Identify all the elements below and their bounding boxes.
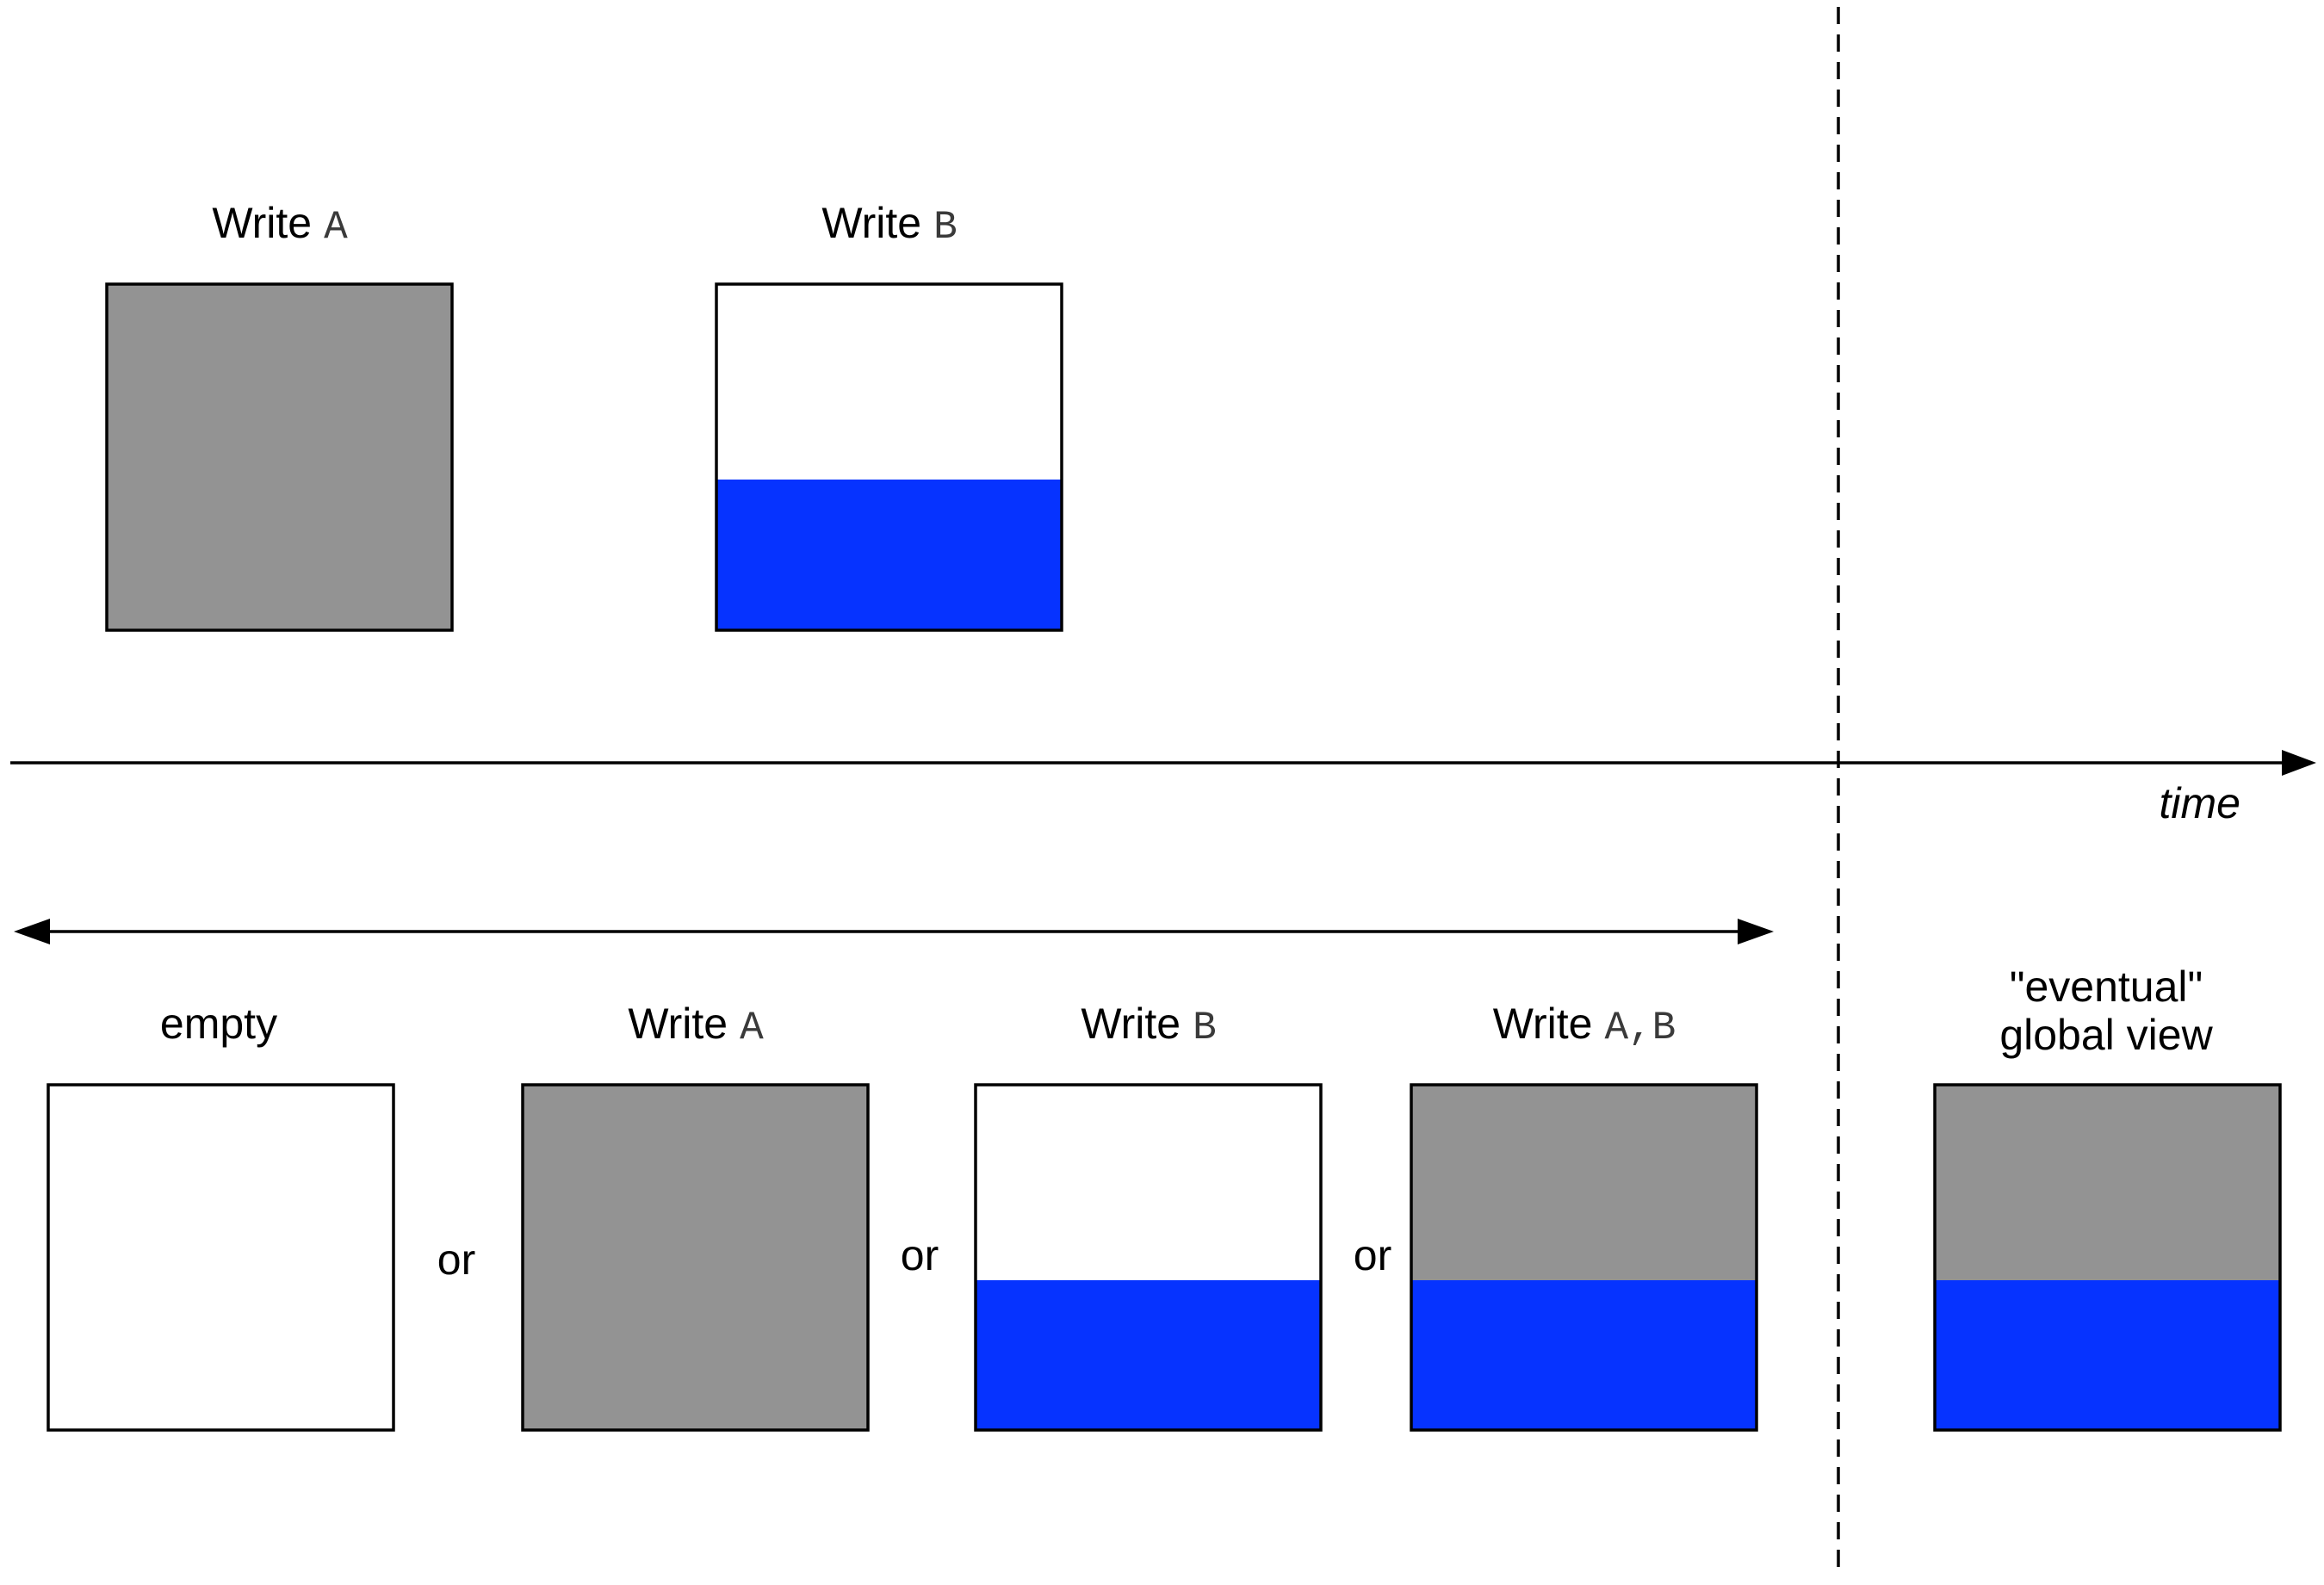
range-arrow-left-head	[14, 919, 50, 944]
bottom-empty-label: empty	[160, 1000, 277, 1048]
eventual-b-part	[1935, 1280, 2280, 1430]
top-write-a-word: Write	[212, 199, 312, 247]
top-write-b-group: Write B	[715, 199, 1063, 632]
top-write-b-label: Write B	[821, 199, 957, 250]
top-write-a-label: Write A	[212, 199, 348, 250]
eventual-box	[1933, 1083, 2282, 1432]
top-write-a-group: Write A	[105, 199, 454, 632]
top-write-b-empty-half	[716, 284, 1062, 480]
bottom-write-b-code: B	[1193, 1006, 1217, 1050]
top-write-b-box	[715, 282, 1063, 632]
range-arrow-right-head	[1738, 919, 1774, 944]
bottom-write-b-fill	[976, 1280, 1321, 1430]
bottom-write-a-group: Write A	[521, 1000, 870, 1432]
time-axis-arrowhead	[2282, 750, 2316, 776]
eventual-label-line1: "eventual"	[2010, 963, 2203, 1011]
bottom-write-ab-box	[1410, 1083, 1758, 1432]
bottom-write-a-box	[521, 1083, 870, 1432]
bottom-write-ab-code: A,B	[1604, 1006, 1676, 1050]
or-separator-3: or	[1354, 1231, 1391, 1279]
bottom-write-b-box	[974, 1083, 1323, 1432]
bottom-write-b-word: Write	[1081, 1000, 1181, 1048]
bottom-write-b-label: Write B	[1081, 1000, 1216, 1050]
eventual-a-part	[1935, 1085, 2280, 1280]
timeline: time	[10, 750, 2316, 827]
or-separator-2: or	[901, 1231, 939, 1279]
bottom-write-ab-a-part	[1411, 1085, 1757, 1280]
or-separator-1: or	[437, 1235, 475, 1284]
bottom-write-ab-label: Write A,B	[1493, 1000, 1676, 1050]
eventual-view-group: "eventual" global view	[1933, 963, 2282, 1432]
bottom-empty-box	[46, 1083, 395, 1432]
possible-views-range-arrow	[14, 919, 1774, 944]
bottom-write-a-label: Write A	[628, 1000, 764, 1050]
eventual-label-line2: global view	[1999, 1011, 2213, 1059]
top-write-b-word: Write	[821, 199, 921, 247]
bottom-write-ab-word: Write	[1493, 1000, 1593, 1048]
top-write-a-code: A	[324, 205, 348, 250]
bottom-write-a-code: A	[740, 1006, 764, 1050]
top-write-b-code: B	[933, 205, 957, 250]
bottom-write-ab-group: Write A,B	[1410, 1000, 1758, 1432]
top-write-b-fill	[716, 480, 1062, 630]
bottom-write-b-empty-half	[976, 1085, 1321, 1280]
bottom-write-b-group: Write B	[974, 1000, 1323, 1432]
bottom-write-ab-b-part	[1411, 1280, 1757, 1430]
time-axis-label: time	[2160, 779, 2240, 827]
bottom-empty-group: empty	[46, 1000, 395, 1432]
top-write-a-box	[105, 282, 454, 632]
bottom-write-a-word: Write	[628, 1000, 728, 1048]
